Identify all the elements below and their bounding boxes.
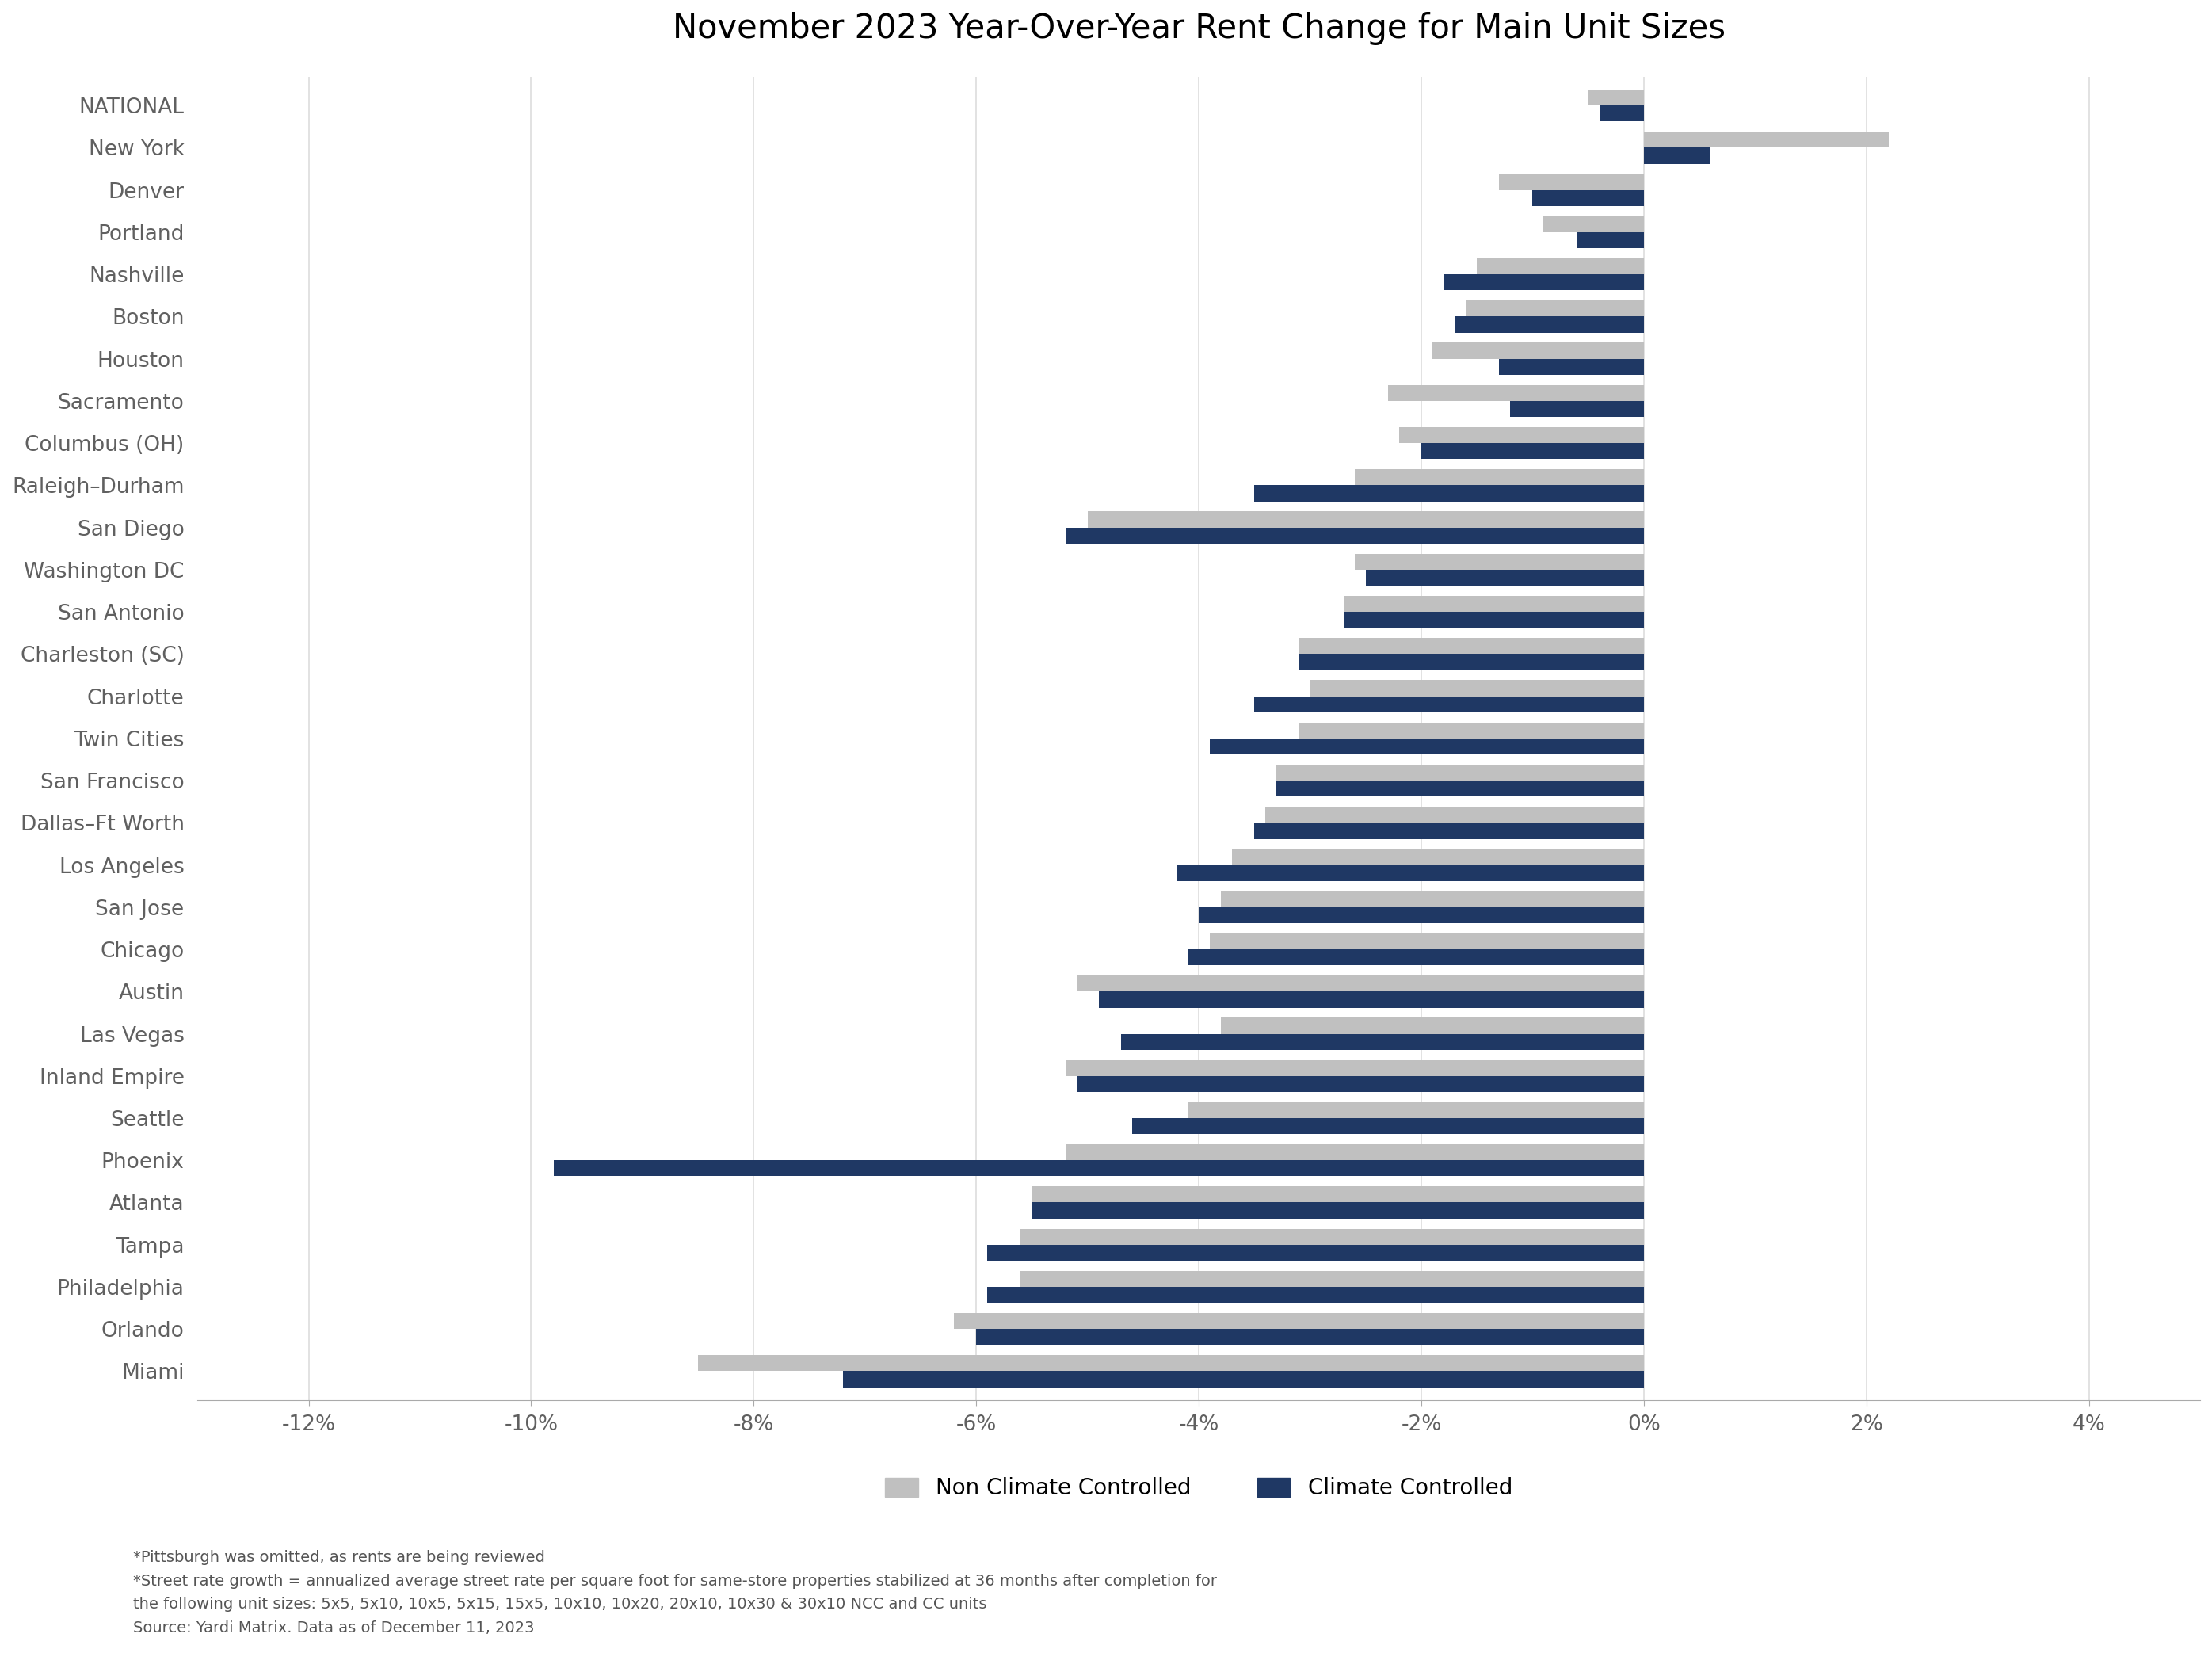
Bar bbox=[975, 1329, 1644, 1344]
Bar bbox=[1210, 933, 1644, 950]
Bar bbox=[1298, 639, 1644, 654]
Bar bbox=[1254, 696, 1644, 712]
Bar bbox=[1444, 274, 1644, 291]
Bar bbox=[699, 1356, 1644, 1371]
Bar bbox=[1020, 1271, 1644, 1287]
Bar bbox=[1188, 950, 1644, 965]
Bar bbox=[1276, 764, 1644, 781]
Bar bbox=[1221, 891, 1644, 908]
Bar bbox=[1099, 991, 1644, 1008]
Bar bbox=[1343, 595, 1644, 612]
Bar bbox=[1588, 90, 1644, 105]
Bar bbox=[1467, 301, 1644, 316]
Bar bbox=[1500, 359, 1644, 375]
Bar bbox=[1121, 1033, 1644, 1050]
Bar bbox=[1276, 781, 1644, 796]
Bar bbox=[1398, 426, 1644, 443]
Bar bbox=[1511, 401, 1644, 416]
Bar bbox=[1298, 654, 1644, 670]
Bar bbox=[1210, 739, 1644, 754]
Bar bbox=[1031, 1187, 1644, 1202]
Title: November 2023 Year-Over-Year Rent Change for Main Unit Sizes: November 2023 Year-Over-Year Rent Change… bbox=[672, 12, 1725, 45]
Bar bbox=[1020, 1229, 1644, 1244]
Bar bbox=[1077, 975, 1644, 991]
Bar bbox=[1455, 316, 1644, 333]
Bar bbox=[1533, 191, 1644, 206]
Bar bbox=[1310, 681, 1644, 696]
Bar bbox=[1599, 105, 1644, 122]
Bar bbox=[1644, 132, 1889, 147]
Bar bbox=[1365, 570, 1644, 585]
Bar bbox=[1221, 1018, 1644, 1033]
Bar bbox=[1254, 823, 1644, 839]
Bar bbox=[1066, 1144, 1644, 1160]
Bar bbox=[1133, 1119, 1644, 1134]
Legend: Non Climate Controlled, Climate Controlled: Non Climate Controlled, Climate Controll… bbox=[863, 1455, 1535, 1522]
Bar bbox=[1199, 908, 1644, 923]
Bar bbox=[1433, 343, 1644, 359]
Bar bbox=[1387, 385, 1644, 401]
Bar bbox=[1500, 174, 1644, 191]
Bar bbox=[1066, 527, 1644, 543]
Bar bbox=[1644, 147, 1710, 164]
Text: *Pittsburgh was omitted, as rents are being reviewed
*Street rate growth = annua: *Pittsburgh was omitted, as rents are be… bbox=[133, 1550, 1217, 1635]
Bar bbox=[1298, 722, 1644, 739]
Bar bbox=[1232, 849, 1644, 864]
Bar bbox=[1265, 808, 1644, 823]
Bar bbox=[1066, 1060, 1644, 1075]
Bar bbox=[1478, 257, 1644, 274]
Bar bbox=[1254, 485, 1644, 502]
Bar bbox=[1343, 612, 1644, 629]
Bar bbox=[1077, 1075, 1644, 1092]
Bar bbox=[1177, 864, 1644, 881]
Bar bbox=[1577, 232, 1644, 247]
Bar bbox=[1354, 553, 1644, 570]
Bar bbox=[843, 1371, 1644, 1388]
Bar bbox=[1031, 1202, 1644, 1219]
Bar bbox=[987, 1287, 1644, 1302]
Bar bbox=[953, 1313, 1644, 1329]
Bar bbox=[1544, 216, 1644, 232]
Bar bbox=[1088, 512, 1644, 527]
Bar bbox=[1354, 470, 1644, 485]
Bar bbox=[1422, 443, 1644, 460]
Bar bbox=[1188, 1102, 1644, 1119]
Bar bbox=[553, 1160, 1644, 1177]
Bar bbox=[987, 1244, 1644, 1261]
